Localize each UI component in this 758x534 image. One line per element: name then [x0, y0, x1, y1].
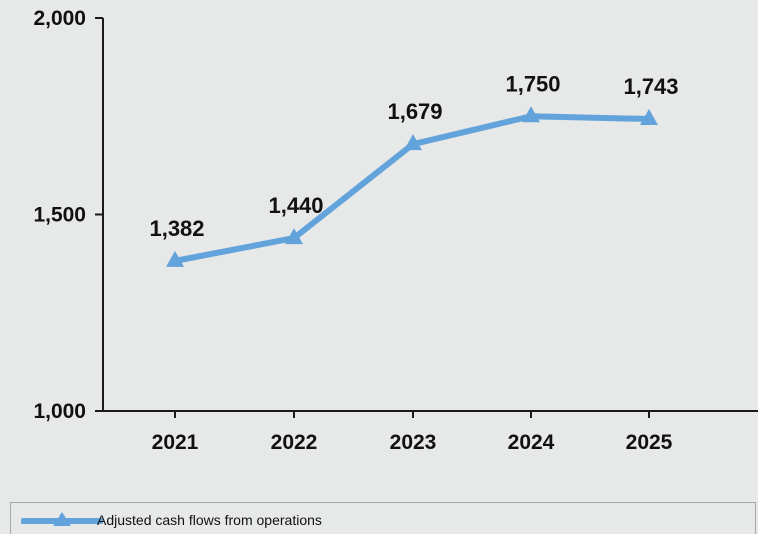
x-tick-label: 2025 [626, 431, 673, 454]
legend-swatch-triangle-line [21, 512, 103, 526]
data-label: 1,743 [623, 74, 678, 99]
x-tick-label: 2022 [271, 431, 318, 454]
x-tick-label: 2023 [390, 431, 437, 454]
legend: Adjusted cash flows from operations [10, 502, 756, 534]
series-layer: 1,382 1,440 1,679 1,750 1,743 [149, 71, 679, 267]
y-axis-ticks: 1,000 1,500 2,000 [33, 7, 103, 423]
x-axis-ticks: 2021 2022 2023 2024 2025 [152, 411, 673, 454]
data-point-marker [166, 250, 184, 267]
data-label: 1,440 [268, 193, 323, 218]
data-point-marker [285, 228, 303, 245]
data-label: 1,382 [149, 216, 204, 241]
data-point-marker [404, 134, 422, 151]
x-tick-label: 2021 [152, 431, 199, 454]
y-tick-label: 2,000 [33, 7, 86, 30]
data-label: 1,679 [387, 99, 442, 124]
y-tick-label: 1,000 [33, 400, 86, 423]
y-tick-label: 1,500 [33, 204, 86, 227]
legend-label: Adjusted cash flows from operations [97, 512, 322, 528]
data-point-marker [522, 106, 540, 123]
x-tick-label: 2024 [508, 431, 555, 454]
data-label: 1,750 [505, 71, 560, 96]
data-point-marker [640, 109, 658, 126]
